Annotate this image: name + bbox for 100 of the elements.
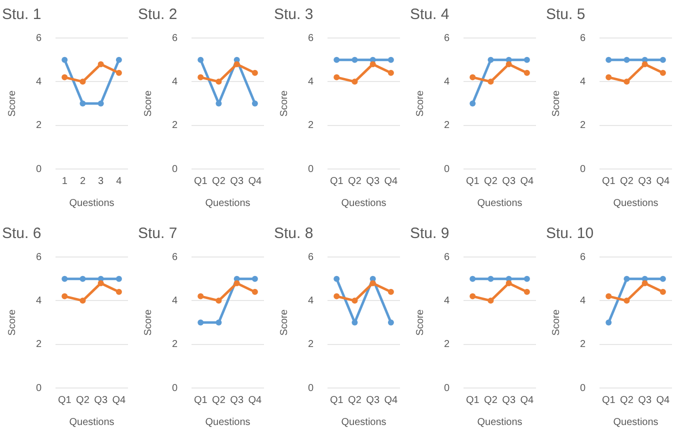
point	[252, 100, 258, 106]
chart-title: Stu. 1	[2, 6, 42, 24]
x-tick-label: 2	[80, 176, 86, 187]
x-tick-label: Q3	[638, 394, 652, 406]
x-tick-label: Q1	[194, 394, 208, 406]
point	[388, 320, 394, 326]
y-tick-label: 4	[172, 76, 178, 88]
x-tick-label: Q2	[348, 176, 362, 187]
point	[80, 276, 86, 282]
y-tick-label: 6	[580, 32, 586, 44]
point	[80, 100, 86, 106]
x-tick-label: Q4	[656, 394, 670, 406]
point	[488, 298, 494, 304]
x-tick-label: Q2	[620, 176, 634, 187]
x-tick-label: Q3	[502, 176, 516, 187]
y-axis-title: Score	[142, 309, 154, 336]
point	[488, 78, 494, 85]
x-axis-title: Questions	[205, 416, 250, 428]
point	[388, 56, 394, 63]
y-tick-label: 4	[308, 76, 314, 88]
point	[660, 70, 666, 76]
y-tick-label: 2	[444, 120, 450, 132]
point	[470, 74, 476, 80]
point	[370, 280, 376, 286]
x-tick-label: Q4	[112, 394, 126, 406]
y-tick-label: 2	[444, 339, 450, 350]
x-tick-label: Q1	[330, 394, 344, 406]
x-tick-label: Q1	[466, 176, 480, 187]
point	[352, 298, 358, 304]
y-tick-label: 4	[172, 295, 178, 306]
point	[624, 298, 630, 304]
point	[642, 61, 648, 68]
x-axis-title: Questions	[69, 198, 114, 209]
x-tick-label: Q3	[502, 394, 516, 406]
x-tick-label: Q3	[366, 394, 380, 406]
x-tick-label: Q4	[520, 176, 534, 187]
y-tick-label: 6	[308, 252, 314, 263]
x-tick-label: Q2	[348, 394, 362, 406]
y-axis-title: Score	[142, 90, 154, 117]
point	[624, 78, 630, 85]
point	[116, 288, 122, 295]
x-tick-label: Q4	[248, 394, 262, 406]
point	[370, 61, 376, 68]
y-tick-label: 4	[444, 76, 450, 88]
y-tick-label: 0	[308, 382, 314, 394]
x-axis-title: Questions	[613, 198, 658, 209]
x-tick-label: Q4	[656, 176, 670, 187]
y-tick-label: 0	[580, 164, 586, 175]
point	[624, 56, 630, 63]
point	[216, 78, 222, 85]
chart-title: Stu. 4	[410, 6, 450, 24]
point	[116, 56, 122, 63]
x-tick-label: Q2	[484, 176, 498, 187]
point	[660, 276, 666, 282]
point	[252, 288, 258, 295]
chart-title: Stu. 6	[2, 225, 42, 242]
point	[116, 70, 122, 76]
y-axis-title: Score	[6, 309, 18, 336]
point	[388, 70, 394, 76]
y-axis-title: Score	[278, 90, 290, 117]
y-tick-label: 2	[36, 120, 42, 132]
chart-title: Stu. 7	[138, 225, 178, 242]
y-axis-title: Score	[550, 309, 562, 336]
point	[606, 320, 612, 326]
y-tick-label: 2	[172, 339, 178, 350]
y-axis-title: Score	[414, 90, 426, 117]
y-tick-label: 6	[172, 32, 178, 44]
x-axis-title: Questions	[341, 198, 386, 209]
y-tick-label: 4	[444, 295, 450, 306]
y-tick-label: 0	[172, 382, 178, 394]
point	[642, 280, 648, 286]
point	[488, 56, 494, 63]
point	[198, 56, 204, 63]
point	[216, 320, 222, 326]
point	[352, 56, 358, 63]
point	[334, 74, 340, 80]
x-axis-title: Questions	[477, 198, 522, 209]
point	[234, 280, 240, 286]
point	[98, 100, 104, 106]
x-axis-title: Questions	[341, 416, 386, 428]
x-tick-label: Q4	[384, 176, 398, 187]
x-tick-label: Q1	[602, 176, 616, 187]
point	[524, 70, 530, 76]
point	[470, 276, 476, 282]
chart-title: Stu. 3	[274, 6, 314, 24]
y-tick-label: 0	[444, 382, 450, 394]
y-axis-title: Score	[278, 309, 290, 336]
x-tick-label: Q3	[638, 176, 652, 187]
x-tick-label: Q4	[520, 394, 534, 406]
y-tick-label: 0	[36, 382, 42, 394]
point	[80, 78, 86, 85]
y-tick-label: 2	[172, 120, 178, 132]
point	[98, 280, 104, 286]
point	[216, 298, 222, 304]
x-tick-label: Q2	[484, 394, 498, 406]
x-tick-label: 3	[98, 176, 104, 187]
y-tick-label: 6	[444, 252, 450, 263]
point	[506, 280, 512, 286]
x-tick-label: Q1	[330, 176, 344, 187]
point	[524, 56, 530, 63]
